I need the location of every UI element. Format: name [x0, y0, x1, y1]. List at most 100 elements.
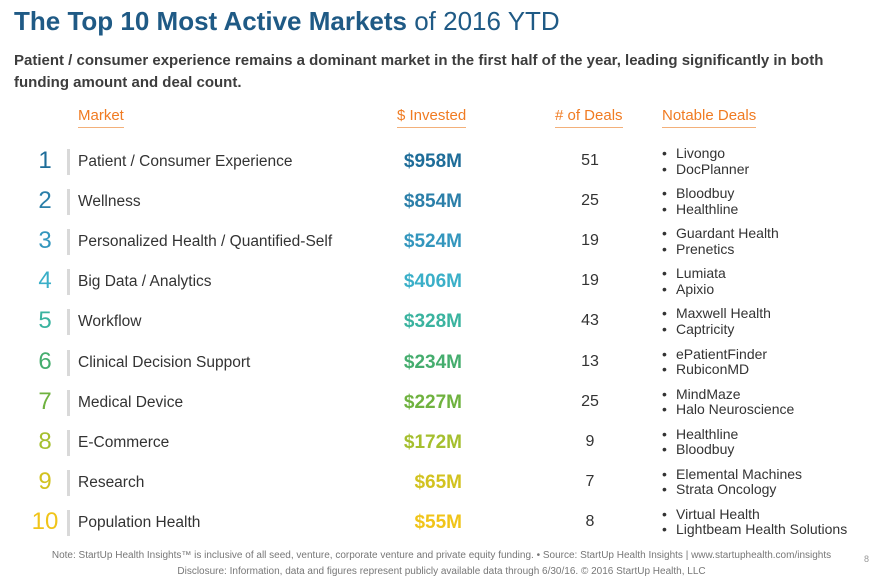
notable-deal-name: Livongo	[676, 145, 726, 161]
market-name: Personalized Health / Quantified-Self	[78, 233, 333, 251]
bullet-icon: •	[662, 465, 667, 482]
table-row: 5 Workflow $328M 43 • Maxwell Health • Captrici…	[0, 303, 883, 343]
invested-amount: $524M	[403, 231, 462, 253]
notable-deals-list: • Maxwell Health • Captricity	[662, 306, 771, 337]
notable-deal-item: • Halo Neuroscience	[662, 401, 795, 418]
notable-deal-item: • Livongo	[662, 145, 749, 162]
bullet-icon: •	[662, 505, 667, 522]
deal-count: 43	[581, 312, 599, 330]
notable-deals-list: • ePatientFinder • RubiconMD	[662, 345, 767, 378]
notable-deal-item: • Captricity	[662, 320, 771, 338]
notable-deal-item: • Elemental Machines	[662, 465, 803, 483]
deal-count: 25	[581, 392, 599, 410]
notable-deal-name: RubiconMD	[676, 361, 750, 377]
notable-deal-item: • Prenetics	[662, 240, 779, 258]
notable-deal-item: • Bloodbuy	[662, 185, 738, 202]
table-row: 9 Research $65M 7 • Elemental Machines • Strata…	[0, 464, 883, 504]
notable-deals-list: • Virtual Health • Lightbeam Health Solutio…	[662, 505, 847, 538]
row-divider	[67, 349, 70, 376]
deal-count: 19	[581, 232, 599, 250]
deal-count: 51	[581, 152, 599, 169]
market-name: Population Health	[78, 513, 201, 531]
notable-deal-item: • RubiconMD	[662, 361, 767, 378]
rank-number: 8	[38, 427, 52, 455]
notable-deal-item: • Healthline	[662, 425, 739, 443]
column-header-market: Market	[78, 107, 124, 128]
invested-amount: $328M	[403, 311, 462, 333]
deal-count: 9	[585, 432, 595, 450]
deal-count: 13	[581, 352, 599, 370]
notable-deal-name: Virtual Health	[676, 505, 760, 522]
row-divider	[67, 509, 70, 536]
market-name: Wellness	[78, 193, 141, 211]
rank-number: 10	[31, 507, 59, 535]
bullet-icon: •	[662, 425, 667, 442]
row-divider	[67, 229, 70, 256]
market-name: Workflow	[78, 313, 142, 331]
row-divider	[67, 429, 70, 456]
row-divider	[67, 309, 70, 336]
column-header-deals: # of Deals	[555, 107, 623, 128]
notable-deals-list: • Lumiata • Apixio	[662, 266, 726, 297]
bullet-icon: •	[662, 345, 667, 362]
rank-number: 6	[38, 347, 52, 375]
table-row: 8 E-Commerce $172M 9 • Healthline • Bloodbuy	[0, 424, 883, 464]
notable-deals-list: • Elemental Machines • Strata Oncology	[662, 465, 803, 498]
notable-deal-name: Elemental Machines	[676, 465, 803, 482]
notable-deal-name: Captricity	[676, 320, 735, 337]
notable-deal-name: Healthline	[676, 425, 739, 442]
column-header-notable: Notable Deals	[662, 107, 757, 128]
notable-deal-name: Halo Neuroscience	[676, 401, 795, 418]
bullet-icon: •	[662, 280, 667, 297]
bullet-icon: •	[662, 361, 667, 377]
bullet-icon: •	[662, 385, 667, 402]
rank-number: 1	[38, 147, 52, 174]
notable-deals-list: • Livongo • DocPlanner	[662, 145, 750, 177]
table-row: 10 Population Health $55M 8 • Virtual Health •…	[0, 504, 883, 544]
notable-deal-item: • Bloodbuy	[662, 441, 738, 458]
rank-number: 9	[38, 467, 52, 495]
notable-deal-item: • Lightbeam Health Solutions	[662, 522, 847, 538]
notable-deal-name: Lightbeam Health Solutions	[676, 521, 848, 538]
notable-deals-list: • MindMaze • Halo Neuroscience	[662, 385, 795, 418]
notable-deal-name: Lumiata	[676, 265, 726, 282]
notable-deal-item: • ePatientFinder	[662, 345, 767, 363]
bullet-icon: •	[662, 305, 667, 322]
footer-note: Note: StartUp Health Insights™ is inclus…	[51, 550, 832, 561]
page-number: 8	[863, 554, 869, 564]
table-row: 3 Personalized Health / Quantified-Self $5…	[0, 223, 883, 263]
notable-deal-name: Apixio	[676, 280, 715, 297]
bullet-icon: •	[662, 265, 667, 282]
rank-number: 2	[38, 187, 52, 215]
rank-number: 4	[38, 267, 52, 295]
notable-deal-item: • Lumiata	[662, 266, 726, 282]
deal-count: 19	[581, 272, 599, 290]
notable-deals-list: • Bloodbuy • Healthline	[662, 185, 739, 217]
notable-deal-name: Bloodbuy	[676, 441, 735, 458]
bullet-icon: •	[662, 145, 667, 161]
invested-amount: $172M	[403, 431, 462, 453]
table-row: 2 Wellness $854M 25 • Bloodbuy • Healthline	[0, 183, 883, 223]
column-header-invested: $ Invested	[397, 107, 467, 128]
table-row: 6 Clinical Decision Support $234M 13 • ePatie…	[0, 344, 883, 384]
notable-deal-name: Maxwell Health	[676, 305, 771, 322]
notable-deal-name: Guardant Health	[676, 225, 779, 242]
bullet-icon: •	[662, 401, 667, 418]
row-divider	[67, 149, 70, 175]
notable-deal-item: • MindMaze	[662, 385, 794, 403]
notable-deal-name: Strata Oncology	[676, 481, 777, 498]
market-name: Patient / Consumer Experience	[78, 153, 293, 170]
table-row: 7 Medical Device $227M 25 • MindMaze • Halo Neu…	[0, 384, 883, 424]
notable-deal-name: DocPlanner	[676, 160, 750, 177]
notable-deals-list: • Guardant Health • Prenetics	[662, 225, 779, 258]
market-name: Big Data / Analytics	[78, 273, 212, 291]
invested-amount: $234M	[403, 351, 462, 373]
bullet-icon: •	[662, 225, 667, 242]
table-row: 1 Patient / Consumer Experience $958M 51 • Li…	[0, 143, 883, 183]
notable-deal-item: • Apixio	[662, 280, 726, 298]
notable-deal-name: Healthline	[676, 200, 739, 217]
subtitle: Patient / consumer experience remains a …	[14, 52, 824, 91]
notable-deal-name: Prenetics	[676, 240, 735, 257]
row-divider	[67, 269, 70, 296]
invested-amount: $55M	[414, 511, 462, 533]
